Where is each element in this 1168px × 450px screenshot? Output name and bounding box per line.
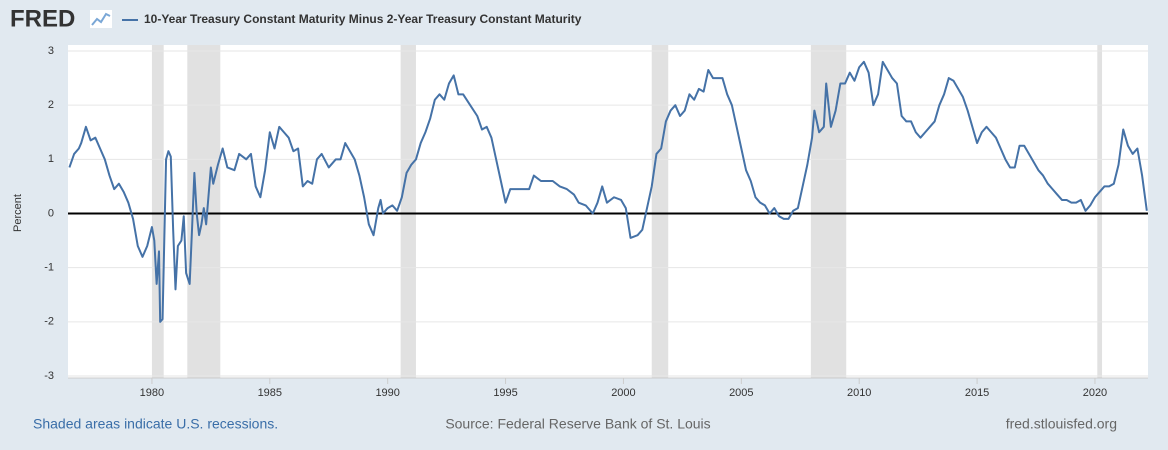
y-tick-label: -1	[44, 262, 54, 274]
y-tick-label: 0	[48, 207, 54, 219]
x-tick-label: 2010	[847, 387, 871, 399]
y-axis-label: Percent	[12, 194, 24, 232]
x-tick-label: 2000	[611, 387, 635, 399]
y-tick-label: 1	[48, 153, 54, 165]
data-line	[68, 60, 1148, 323]
x-tick-label: 1990	[375, 387, 399, 399]
legend-label: 10-Year Treasury Constant Maturity Minus…	[144, 12, 582, 26]
x-tick-label: 1980	[140, 387, 164, 399]
recession-band	[651, 45, 669, 378]
x-tick-label: 2015	[965, 387, 989, 399]
y-tick-label: 2	[48, 99, 54, 111]
logo: FRED	[10, 5, 75, 32]
recession-band	[810, 45, 847, 378]
recession-band	[1097, 45, 1103, 378]
footer-right: fred.stlouisfed.org	[1006, 416, 1117, 432]
recession-band	[151, 45, 164, 378]
footer-center: Source: Federal Reserve Bank of St. Loui…	[445, 416, 710, 432]
x-tick-label: 2020	[1083, 387, 1107, 399]
x-tick-label: 2005	[729, 387, 753, 399]
x-tick-label: 1985	[258, 387, 282, 399]
y-tick-label: 3	[48, 45, 54, 57]
logo-icon	[90, 10, 112, 28]
plot-area	[68, 45, 1148, 378]
footer-left: Shaded areas indicate U.S. recessions.	[33, 416, 278, 432]
y-tick-label: -3	[44, 370, 54, 382]
recession-band	[400, 45, 416, 378]
x-tick-label: 1995	[493, 387, 517, 399]
y-tick-label: -2	[44, 316, 54, 328]
